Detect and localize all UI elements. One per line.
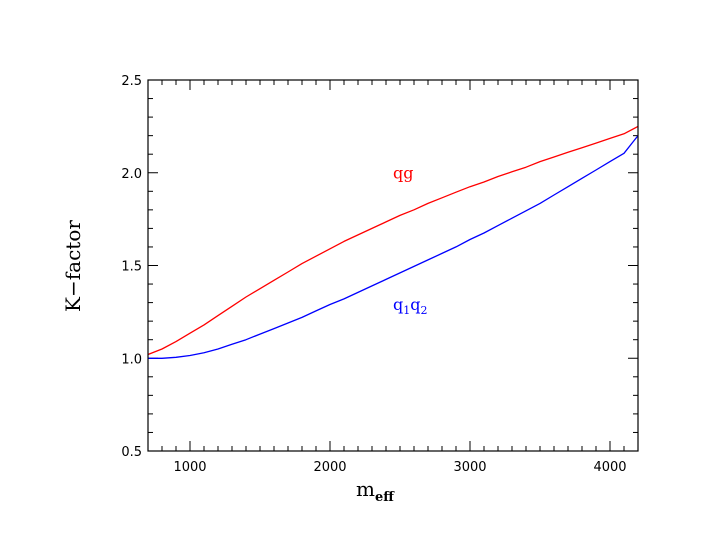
tick-labels: 1000 2000 3000 4000 0.5 1.0 1.5 2.0 2.5 [121, 74, 626, 475]
annotation-qg: qg [393, 163, 413, 182]
x-tick-label: 4000 [593, 460, 626, 475]
x-tick-label: 1000 [173, 460, 206, 475]
series-line-q1q2 [148, 135, 639, 359]
series-annotations: qg q1q2 [393, 163, 428, 317]
plot-frame [147, 79, 639, 452]
x-axis-title: meff [356, 477, 395, 505]
annotation-qq: q1q2 [393, 295, 428, 317]
y-tick-label: 1.5 [121, 260, 142, 275]
data-series [147, 125, 639, 359]
x-tick-label: 3000 [453, 460, 486, 475]
x-tick-label: 2000 [313, 460, 346, 475]
y-tick-label: 1.0 [121, 352, 142, 367]
series-line-qg [147, 125, 639, 356]
axis-ticks [147, 79, 639, 452]
y-tick-label: 0.5 [121, 445, 142, 460]
y-tick-label: 2.0 [121, 167, 142, 182]
y-tick-label: 2.5 [121, 74, 142, 89]
y-axis-title: K−factor [61, 220, 85, 312]
